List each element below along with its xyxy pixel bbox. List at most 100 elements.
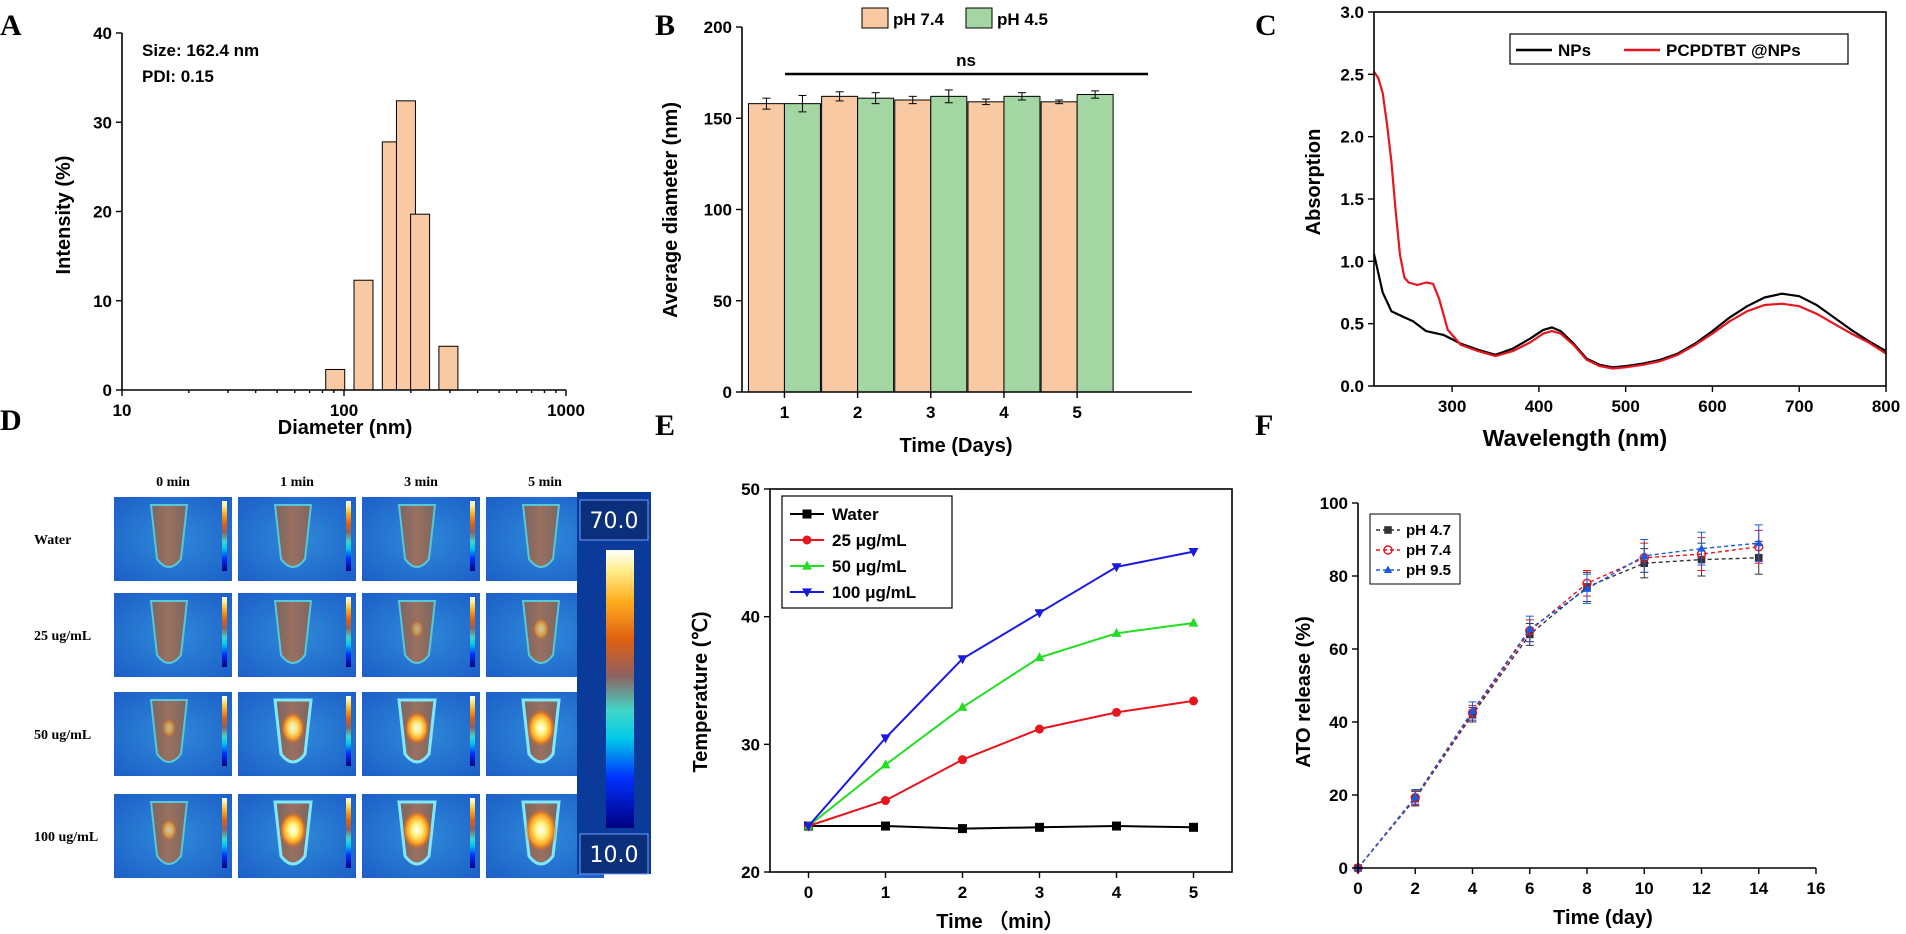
panel-f-xlabel: Time (day) <box>1553 907 1653 929</box>
thermal-mini-scale <box>222 798 227 868</box>
thermal-row-label: 50 ug/mL <box>34 728 91 743</box>
panel-b-ytick-label: 100 <box>704 201 732 220</box>
bar-ph7.4 <box>747 103 785 393</box>
thermal-mini-scale <box>346 597 351 667</box>
temp-point <box>1035 724 1044 734</box>
panel-c-frame <box>1373 11 1887 387</box>
hot-spot <box>404 711 430 745</box>
panel-c-xtick-label: 600 <box>1698 397 1726 416</box>
panel-f-ytick-label: 100 <box>1320 494 1348 513</box>
bar-ph7.4 <box>1040 101 1078 393</box>
bar-ph4.5 <box>783 103 821 393</box>
panel-f-ytick-label: 40 <box>1329 713 1348 732</box>
panel-f-plot-area: 0 20 40 60 80 100 0 2 4 6 8 10 12 14 16 <box>1320 494 1826 898</box>
hot-spot <box>526 709 556 747</box>
temp-point <box>1188 547 1199 557</box>
panel-a-pdi-annotation: PDI: 0.15 <box>142 67 214 86</box>
temp-point <box>957 701 968 711</box>
temp-point <box>1034 652 1045 662</box>
thermal-mini-scale <box>470 501 475 571</box>
release-point <box>1468 706 1477 715</box>
temp-point <box>803 822 814 832</box>
temp-point <box>1111 563 1122 573</box>
temp-point <box>1189 822 1198 832</box>
colorbar-max-label: 70.0 <box>590 509 639 534</box>
thermal-column-label: 5 min <box>528 475 562 490</box>
release-point <box>1582 584 1592 592</box>
thermal-mini-scale <box>470 597 475 667</box>
panel-b-xtick-label: 3 <box>926 403 935 422</box>
panel-f-xtick-label: 0 <box>1353 879 1362 898</box>
panel-a-ytick-label: 20 <box>93 203 112 222</box>
thermal-mini-scale <box>222 696 227 766</box>
hot-spot <box>281 712 305 744</box>
panel-e-xtick-label: 3 <box>1035 883 1044 902</box>
legend-label: Water <box>832 505 879 524</box>
bar-ph4.5 <box>1003 95 1041 393</box>
temp-point <box>957 655 968 665</box>
panel-f-ytick-label: 80 <box>1329 567 1348 586</box>
colorbar-min-box <box>579 833 649 875</box>
thermal-mini-scale <box>470 696 475 766</box>
panel-b-xtick-label: 5 <box>1072 403 1081 422</box>
release-point <box>1411 792 1420 800</box>
panel-c-ytick-label: 0.5 <box>1340 315 1364 334</box>
panel-e-ytick-label: 20 <box>741 863 760 882</box>
bar-ph4.5 <box>930 95 968 393</box>
panel-c-ytick-label: 2.0 <box>1340 128 1364 147</box>
legend-label: pH 4.7 <box>1406 522 1451 539</box>
panel-c-xtick-label: 400 <box>1525 397 1553 416</box>
panel-e-heating-curves: 20 30 40 50 0 1 2 3 4 5 Water 25 μg/mL 50 μg/mL 100 … <box>690 480 1233 933</box>
hot-spot <box>532 618 550 640</box>
panel-label-b: B <box>655 9 675 42</box>
legend-label: 25 μg/mL <box>832 531 907 550</box>
panel-c-xtick-label: 700 <box>1785 397 1813 416</box>
panel-e-plot-area: 20 30 40 50 0 1 2 3 4 5 <box>741 480 1233 902</box>
temp-point <box>958 824 967 834</box>
thermal-column-label: 0 min <box>156 475 190 490</box>
thermal-row-label: 25 ug/mL <box>34 629 91 644</box>
panel-c-ytick-label: 0.0 <box>1340 377 1364 396</box>
panel-f-ytick-label: 0 <box>1339 859 1348 878</box>
thermal-row-label: 100 ug/mL <box>34 830 98 845</box>
spectrum-line-nps <box>1372 253 1887 369</box>
temp-line-water <box>808 824 1194 830</box>
panel-c-ytick-label: 2.5 <box>1340 65 1364 84</box>
hot-spot <box>279 812 307 848</box>
legend-label: 50 μg/mL <box>832 557 907 576</box>
panel-e-xtick-label: 0 <box>804 883 813 902</box>
panel-b-xlabel: Time (Days) <box>899 435 1012 457</box>
temp-point <box>958 755 967 765</box>
panel-b-ns-label: ns <box>956 51 976 70</box>
thermal-image-grid: 0 min 1 min 3 min 5 min Water 25 ug/mL 50 ug/m… <box>34 475 604 878</box>
panel-c-xtick-label: 300 <box>1438 397 1466 416</box>
panel-e-ytick-label: 40 <box>741 608 760 627</box>
panel-b-legend: pH 7.4 pH 4.5 <box>861 7 1048 29</box>
colorbar-max-box <box>579 499 649 541</box>
temp-point <box>1035 822 1044 832</box>
panel-a-xtick-label: 100 <box>330 401 358 420</box>
temp-line-50gml <box>807 622 1194 827</box>
temp-point <box>881 796 890 806</box>
panel-c-ytick-label: 1.5 <box>1340 190 1364 209</box>
panel-f-ytick-label: 60 <box>1329 640 1348 659</box>
release-point <box>1525 624 1534 632</box>
panel-label-d: D <box>0 404 22 437</box>
eppendorf-tube <box>273 504 313 568</box>
panel-b-xtick-label: 2 <box>853 403 862 422</box>
bar-ph4.5 <box>1076 94 1114 393</box>
panel-f-ytick-label: 20 <box>1329 786 1348 805</box>
thermal-mini-scale <box>222 597 227 667</box>
legend-marker <box>802 588 812 598</box>
thermal-row-label: Water <box>34 533 71 548</box>
bar-ph7.4 <box>894 99 932 393</box>
panel-c-xtick-label: 800 <box>1872 397 1900 416</box>
panel-e-xtick-label: 4 <box>1112 883 1122 902</box>
bar-ph7.4 <box>967 101 1005 393</box>
